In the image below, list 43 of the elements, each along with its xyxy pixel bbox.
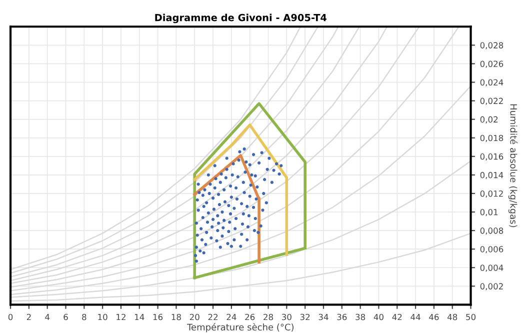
- x-tick-label: 26: [245, 314, 255, 320]
- x-tick-label: 28: [264, 314, 273, 320]
- y-tick-label: 0,028: [480, 42, 504, 50]
- y-tick-label: 0,026: [480, 60, 504, 68]
- x-tick-label: 22: [208, 314, 218, 320]
- x-tick-label: 4: [45, 314, 50, 320]
- y-tick-label: 0,004: [480, 264, 504, 272]
- x-tick-label: 30: [282, 314, 292, 320]
- x-tick-label: 0: [8, 314, 13, 320]
- x-tick-label: 18: [172, 314, 181, 320]
- y-tick-label: 0,024: [480, 79, 504, 86]
- x-tick-label: 46: [429, 314, 439, 320]
- y-tick-label: 0,002: [480, 283, 503, 290]
- x-tick-label: 44: [410, 314, 420, 320]
- x-tick-label: 14: [135, 314, 144, 320]
- x-tick-label: 16: [153, 314, 163, 320]
- y-tick-label: 0,008: [480, 228, 504, 235]
- x-tick-label: 50: [466, 314, 476, 320]
- x-tick-label: 10: [98, 314, 108, 320]
- x-tick-label: 24: [226, 314, 236, 320]
- chart-title: Diagramme de Givoni - A905-T4: [155, 14, 327, 24]
- y-tick-label: 0,014: [480, 172, 504, 180]
- y-tick-label: 0,012: [480, 190, 503, 198]
- x-tick-label: 36: [337, 314, 347, 320]
- x-tick-label: 42: [392, 314, 402, 320]
- x-tick-label: 2: [26, 314, 31, 320]
- x-tick-label: 20: [190, 314, 200, 320]
- x-tick-label: 32: [300, 314, 310, 320]
- y-tick-label: 0,016: [480, 153, 504, 161]
- x-tick-label: 48: [447, 314, 458, 320]
- x-axis-title: Température sèche (°C): [186, 323, 294, 332]
- x-tick-label: 6: [64, 314, 68, 320]
- y-tick-label: 0,01: [480, 208, 498, 216]
- x-tick-label: 38: [356, 314, 366, 320]
- y-tick-label: 0,02: [480, 116, 498, 124]
- x-tick-label: 12: [116, 314, 126, 320]
- x-tick-label: 8: [82, 314, 86, 320]
- x-tick-label: 34: [318, 314, 328, 320]
- y-tick-label: 0,018: [480, 134, 504, 142]
- x-tick-label: 40: [374, 314, 384, 320]
- y-tick-label: 0,006: [480, 246, 504, 254]
- y-axis-title: Humidité absolue (kg/kgas): [508, 104, 518, 228]
- y-tick-label: 0,022: [480, 98, 503, 105]
